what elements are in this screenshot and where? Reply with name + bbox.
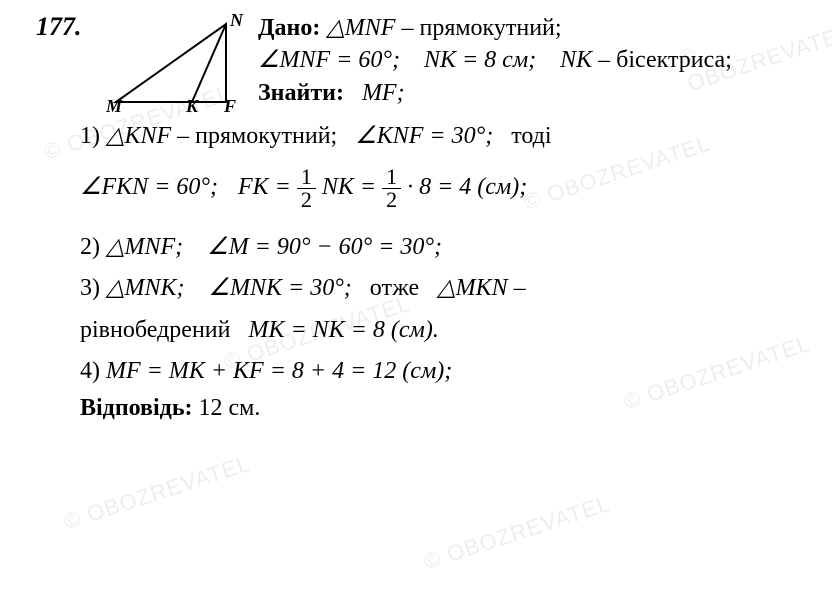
- answer-line: Відповідь: 12 см.: [36, 395, 796, 422]
- step-3-angle: ∠MNK = 30°;: [208, 275, 351, 301]
- step-4-num: 4): [80, 358, 100, 384]
- given-segment: NK = 8 см;: [424, 47, 536, 73]
- step-1b-nk: NK =: [322, 171, 376, 205]
- given-angle: ∠MNF = 60°;: [258, 47, 400, 73]
- given-triangle-desc: – прямокутний;: [401, 15, 561, 41]
- step-3b: рівнобедрений MK = NK = 8 (см).: [36, 314, 796, 348]
- given-bisector-desc: – бісектриса;: [598, 47, 732, 73]
- step-2: 2) △MNF; ∠M = 90° − 60° = 30°;: [36, 231, 796, 265]
- step-4: 4) MF = MK + KF = 8 + 4 = 12 (см);: [36, 355, 796, 389]
- step-2-triangle: △MNF;: [106, 234, 183, 260]
- step-1-num: 1): [80, 123, 100, 149]
- step-1-desc: – прямокутний;: [177, 123, 337, 149]
- step-3-hence: отже: [370, 275, 419, 301]
- vertex-m-label: M: [106, 96, 123, 112]
- given-bisector-var: NK: [560, 47, 592, 73]
- answer-label: Відповідь:: [80, 395, 193, 421]
- find-label: Знайти:: [258, 80, 344, 106]
- vertex-k-label: K: [185, 96, 200, 112]
- step-1b-fk: FK =: [238, 171, 291, 205]
- given-triangle: △MNF: [326, 15, 395, 41]
- step-3-triangle: △MNK;: [106, 275, 184, 301]
- step-1-angle: ∠KNF = 30°;: [355, 123, 493, 149]
- problem-number: 177.: [36, 12, 106, 42]
- step-3-iso: рівнобедрений: [80, 317, 230, 343]
- watermark: © OBOZREVATEL: [61, 451, 254, 536]
- frac-den: 2: [382, 189, 401, 211]
- step-1b-angle: ∠FKN = 60°;: [80, 171, 218, 205]
- problem-header: 177. N M K F Дано: △MNF – прямокутний; ∠…: [36, 12, 796, 112]
- step-4-eq: MF = MK + KF = 8 + 4 = 12 (см);: [106, 358, 452, 384]
- step-3-num: 3): [80, 275, 100, 301]
- step-3-tri2: △MKN –: [437, 275, 525, 301]
- step-3-eq: MK = NK = 8 (см).: [248, 317, 438, 343]
- step-1b-result: · 8 = 4 (см);: [407, 171, 527, 205]
- vertex-n-label: N: [229, 12, 244, 30]
- given-label: Дано:: [258, 15, 320, 41]
- given-block: Дано: △MNF – прямокутний; ∠MNF = 60°; NK…: [246, 12, 796, 109]
- frac-num: 1: [382, 166, 401, 189]
- step-2-angle: ∠M = 90° − 60° = 30°;: [207, 234, 442, 260]
- step-1b: ∠FKN = 60°; FK = 1 2 NK = 1 2 · 8 = 4 (с…: [36, 166, 527, 211]
- step-1-triangle: △KNF: [106, 123, 171, 149]
- frac-den: 2: [297, 189, 316, 211]
- fraction-2: 1 2: [382, 166, 401, 211]
- step-1: 1) △KNF – прямокутний; ∠KNF = 30°; тоді: [36, 120, 796, 154]
- step-2-num: 2): [80, 234, 100, 260]
- step-3: 3) △MNK; ∠MNK = 30°; отже △MKN –: [36, 272, 796, 306]
- vertex-f-label: F: [223, 96, 236, 112]
- triangle-diagram: N M K F: [106, 12, 246, 112]
- watermark: © OBOZREVATEL: [421, 491, 614, 576]
- fraction-1: 1 2: [297, 166, 316, 211]
- step-1-then: тоді: [511, 123, 551, 149]
- answer-value: 12 см.: [199, 395, 261, 421]
- find-target: MF;: [362, 80, 405, 106]
- frac-num: 1: [297, 166, 316, 189]
